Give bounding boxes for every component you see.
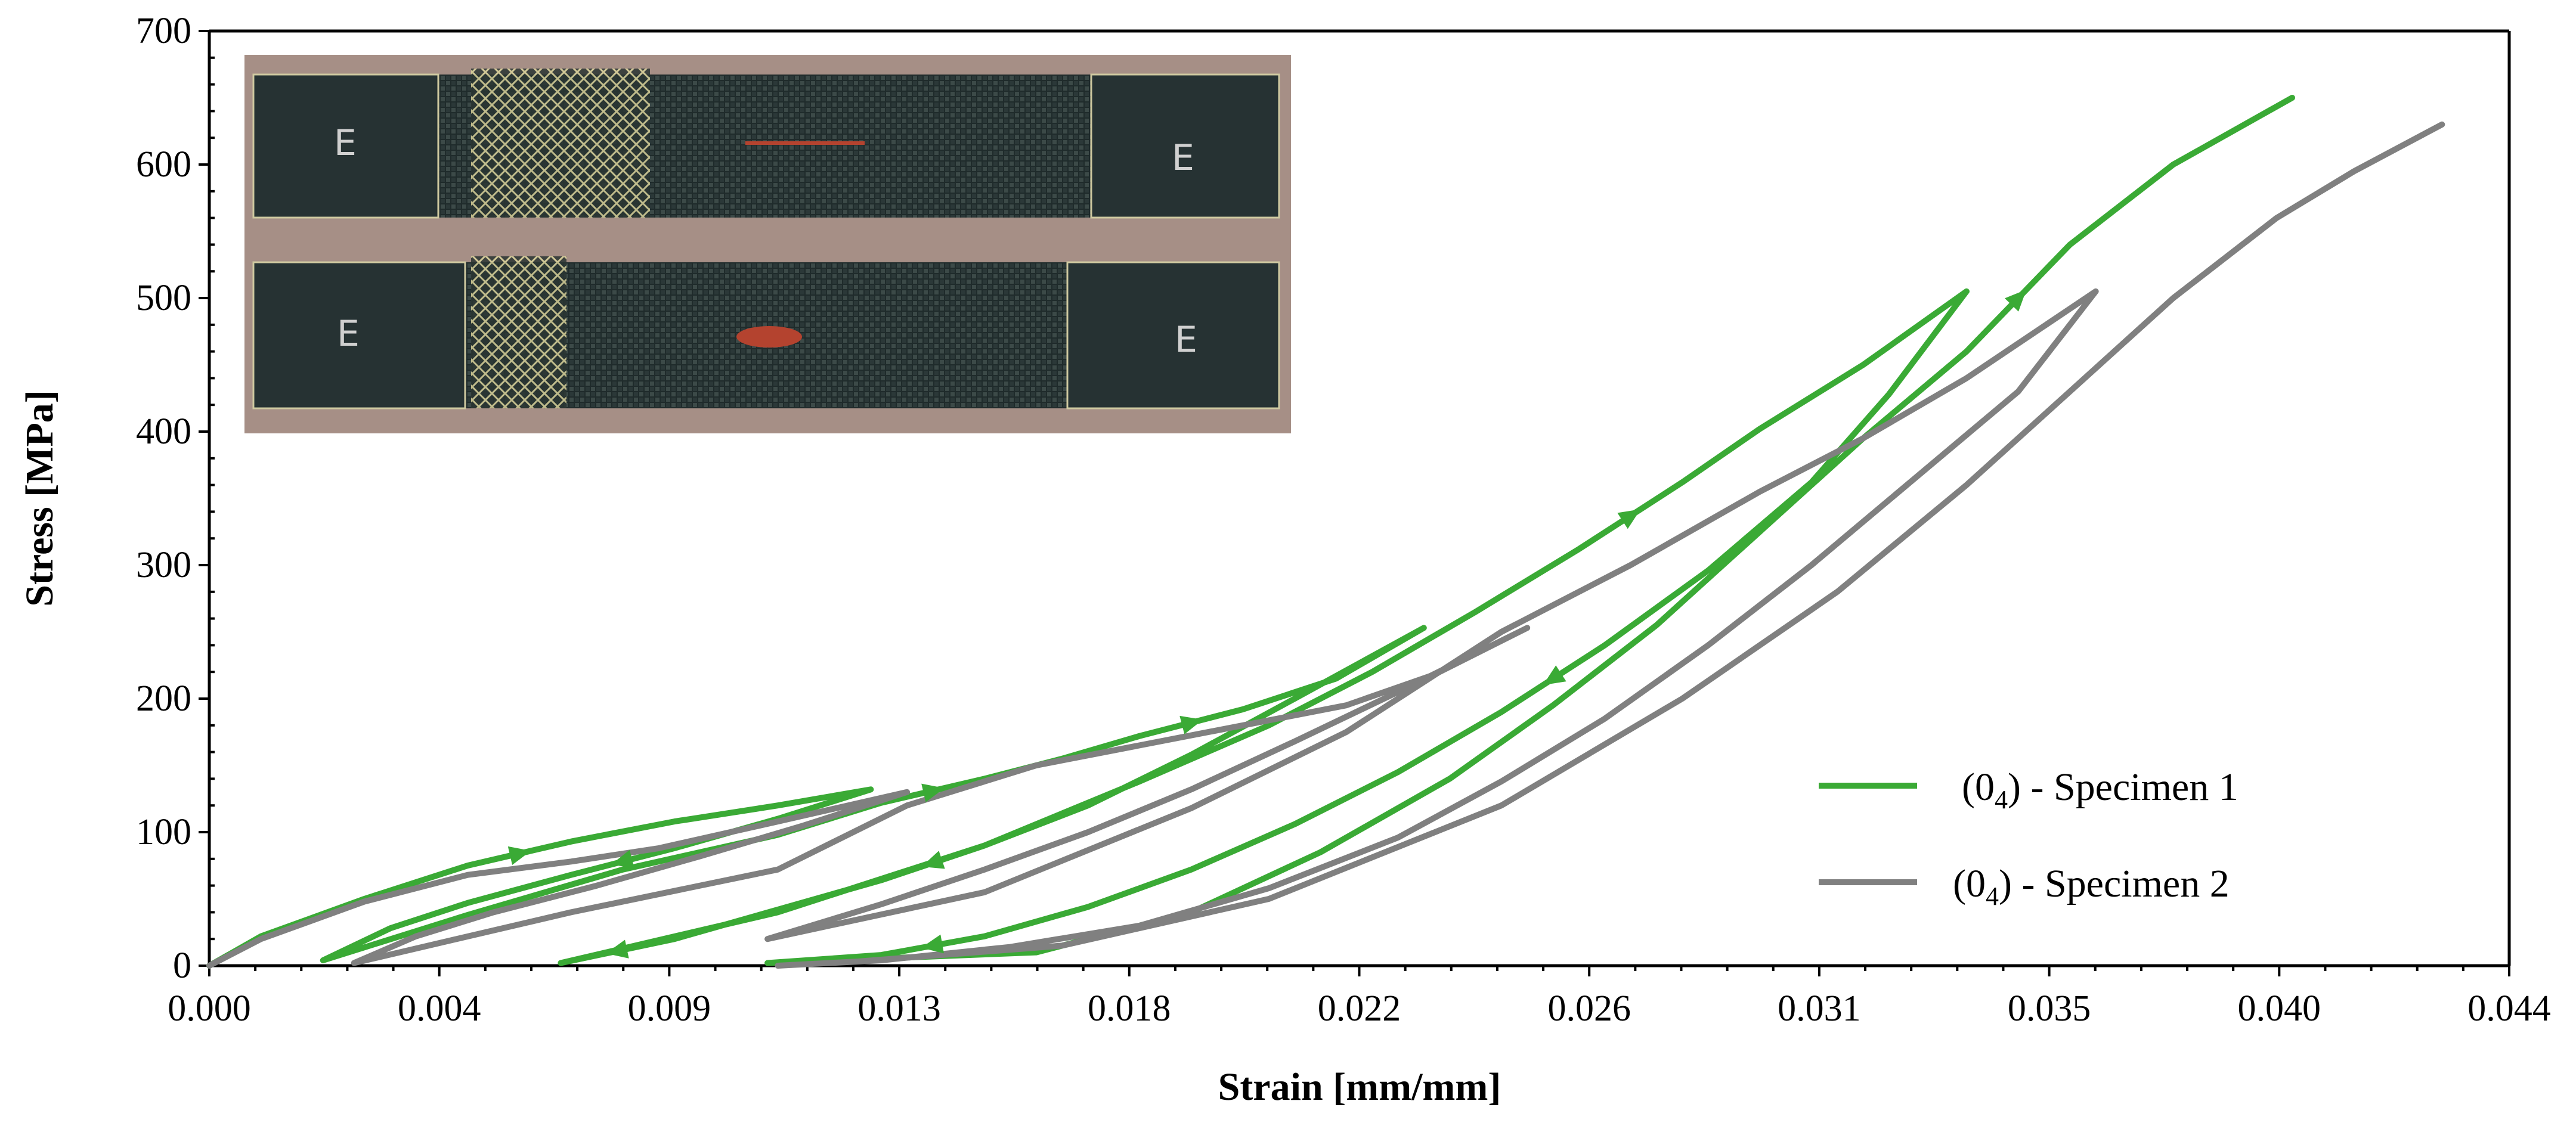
specimen-top-marking-left: E	[334, 122, 357, 164]
series-line-specimen-2	[206, 121, 2445, 969]
specimen-photo-inset: E E E E	[244, 55, 1291, 433]
specimen-top-marking-right: E	[1172, 137, 1194, 179]
direction-arrow	[606, 939, 629, 959]
direction-arrow	[1617, 509, 1641, 529]
series-line-specimen-1	[206, 95, 2295, 969]
specimen-bottom-marking-right: E	[1175, 319, 1197, 361]
direction-arrow	[921, 783, 945, 802]
y-tick-label: 300	[136, 545, 191, 585]
y-axis-title: Stress [MPa]	[18, 390, 61, 607]
x-tick-label: 0.022	[1318, 988, 1401, 1029]
direction-arrow	[611, 849, 634, 869]
legend-item: (04) - Specimen 2	[1819, 862, 2230, 911]
x-tick-label: 0.035	[2008, 988, 2091, 1029]
specimen-top-fray-zone	[471, 69, 650, 218]
legend-label-subscript: 4	[1995, 785, 2008, 814]
series-curves	[206, 95, 2445, 969]
y-tick-label: 400	[136, 411, 191, 452]
direction-arrow	[1179, 715, 1203, 734]
y-tick-label: 500	[136, 278, 191, 318]
y-tick-label: 600	[136, 144, 191, 185]
x-tick-label: 0.031	[1778, 988, 1861, 1029]
y-tick-label: 100	[136, 812, 191, 852]
specimen-top-tab-left	[252, 73, 439, 219]
direction-arrow	[507, 846, 531, 866]
legend-label-prefix: (0	[1962, 765, 1995, 809]
legend: (04) - Specimen 1 (04) - Specimen 2	[1819, 765, 2238, 911]
x-tick-label: 0.009	[628, 988, 711, 1029]
legend-label-suffix: ) - Specimen 2	[1999, 862, 2230, 905]
legend-label-suffix: ) - Specimen 1	[2008, 765, 2238, 809]
x-tick-label: 0.000	[168, 988, 251, 1029]
specimen-bottom-marking-left: E	[337, 313, 360, 355]
x-tick-label: 0.044	[2467, 988, 2551, 1029]
y-tick-label: 700	[136, 11, 191, 51]
y-axis-ticks: 0 100 200 300 400 500 600 700	[136, 11, 215, 986]
specimen-top-tab-right	[1090, 73, 1280, 219]
specimen-bottom-tab-left	[252, 261, 466, 410]
y-tick-label: 0	[173, 945, 191, 986]
legend-label-specimen-1: (04) - Specimen 1	[1962, 765, 2238, 814]
y-tick-label: 200	[136, 678, 191, 719]
direction-arrow	[1543, 665, 1566, 686]
direction-arrows	[507, 289, 2027, 959]
x-axis-ticks: 0.000 0.004 0.009 0.013 0.018 0.022 0.026 0.031…	[168, 966, 2551, 1029]
legend-item: (04) - Specimen 1	[1819, 765, 2238, 814]
legend-label-specimen-2: (04) - Specimen 2	[1953, 862, 2230, 911]
x-tick-label: 0.013	[857, 988, 941, 1029]
specimen-bottom-tab-right	[1066, 261, 1280, 410]
x-tick-label: 0.026	[1547, 988, 1631, 1029]
x-tick-label: 0.040	[2238, 988, 2321, 1029]
specimen-bottom-fray-zone	[471, 256, 566, 408]
direction-arrow	[921, 851, 945, 869]
x-tick-label: 0.004	[398, 988, 481, 1029]
legend-label-subscript: 4	[1986, 882, 1999, 911]
direction-arrow	[2004, 289, 2027, 312]
legend-label-prefix: (0	[1953, 862, 1986, 905]
x-tick-label: 0.018	[1088, 988, 1171, 1029]
direction-arrow	[921, 934, 945, 954]
x-axis-title: Strain [mm/mm]	[1218, 1065, 1501, 1109]
specimen-bottom-damage	[736, 326, 802, 348]
